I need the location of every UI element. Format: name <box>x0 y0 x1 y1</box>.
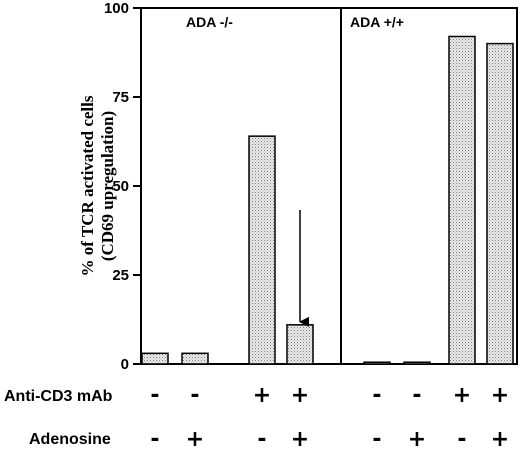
panel-label-ada-knockout: ADA -/- <box>186 14 233 30</box>
anti-cd3-symbol: + <box>453 383 471 408</box>
condition-symbols: - - + +- + - +- - + +- + - + <box>150 383 509 452</box>
row-label-anti-cd3: Anti-CD3 mAb <box>4 388 113 405</box>
bar <box>181 352 209 365</box>
y-tick-label: 50 <box>112 178 129 195</box>
y-tick-label: 0 <box>121 356 129 373</box>
y-tick-label: 75 <box>112 89 129 106</box>
bar <box>486 42 514 365</box>
anti-cd3-symbol: - <box>412 383 421 408</box>
adenosine-symbol: + <box>186 427 204 452</box>
bar <box>286 324 314 365</box>
bars <box>141 35 514 365</box>
y-tick-label: 25 <box>112 267 129 284</box>
anti-cd3-symbol: + <box>291 383 309 408</box>
bar <box>248 135 276 365</box>
anti-cd3-symbol: - <box>190 383 199 408</box>
adenosine-symbol: - <box>372 427 381 452</box>
adenosine-symbol: + <box>408 427 426 452</box>
adenosine-symbol: - <box>257 427 266 452</box>
anti-cd3-symbol: - <box>372 383 381 408</box>
anti-cd3-symbol: + <box>491 383 509 408</box>
adenosine-symbol: + <box>291 427 309 452</box>
adenosine-symbol: - <box>150 427 159 452</box>
y-tick-label: 100 <box>104 0 129 17</box>
y-axis-title: % of TCR activated cells (CD69 upregulat… <box>78 95 117 276</box>
adenosine-symbol: - <box>457 427 466 452</box>
anti-cd3-symbol: + <box>253 383 271 408</box>
panel-label-ada-wildtype: ADA +/+ <box>350 14 404 30</box>
row-label-adenosine: Adenosine <box>29 431 111 448</box>
bar <box>448 35 476 365</box>
anti-cd3-symbol: - <box>150 383 159 408</box>
bar <box>141 352 169 365</box>
bar <box>363 361 391 365</box>
y-axis-title-line2: (CD69 upregulation) <box>98 111 117 261</box>
adenosine-symbol: + <box>491 427 509 452</box>
y-axis: 0 25 50 75 100 <box>104 0 141 373</box>
bar <box>403 361 431 365</box>
y-axis-title-line1: % of TCR activated cells <box>78 95 97 276</box>
